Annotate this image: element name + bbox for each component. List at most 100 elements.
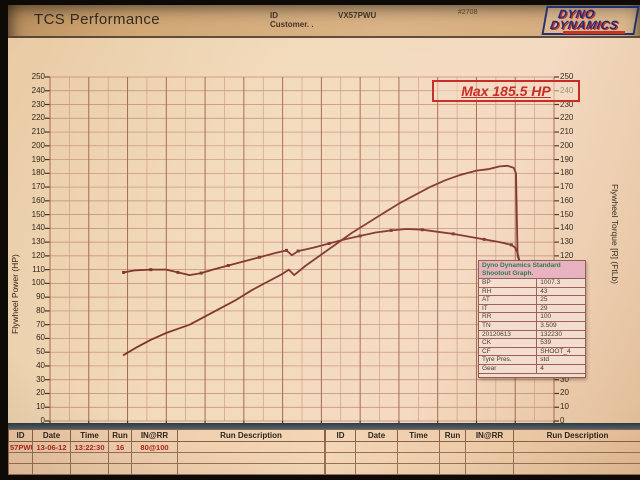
id-value: VX57PWU [338, 11, 377, 20]
info-value: 3.509 [540, 321, 557, 329]
graph-sheet: 0 10 20 30 40 50 60 70 80 90 100 110 120 130 140 150 160… [8, 38, 640, 448]
sheet-number: #2708 [458, 9, 478, 16]
info-value: 132230 [540, 330, 562, 338]
info-row: RR 100 [479, 313, 585, 322]
run-table-right: ID Date Time Run IN@RR Run Description [325, 429, 640, 475]
table-cell [465, 441, 514, 453]
y-axis-tick-label: 150 [31, 209, 45, 219]
y-axis-tick-label: 20 [560, 388, 569, 398]
y-axis-tick-label: 10 [560, 402, 569, 412]
info-box-title-line2: Shootout Graph. [482, 269, 534, 277]
info-value: 1007.3 [540, 279, 561, 286]
y-axis-tick-label: 0 [560, 416, 565, 425]
right-axis-title: Flywheel Torque [R] (FtLb) [610, 184, 620, 284]
info-key: Gear [479, 364, 538, 373]
customer-label: Customer. . [270, 20, 314, 29]
table-cell [70, 463, 109, 475]
info-box-title-line1: Dyno Dynamics Standard [482, 262, 561, 269]
torque-marker [389, 228, 393, 232]
y-axis-tick-label: 160 [31, 195, 45, 205]
y-axis-tick-label: 220 [560, 113, 574, 123]
torque-marker [358, 234, 362, 238]
torque-marker [122, 270, 126, 274]
y-axis-tick-label: 250 [560, 72, 574, 81]
table-cell: 57PWU [8, 441, 33, 453]
table-cell: 80@100 [131, 441, 178, 453]
table-cell [439, 452, 466, 464]
table-cell [32, 452, 71, 464]
y-axis-tick-label: 30 [36, 374, 45, 384]
info-row: CK 539 [479, 339, 585, 348]
y-axis-tick-label: 120 [31, 250, 45, 260]
table-header-row: ID Date Time Run IN@RR Run Description [325, 429, 640, 442]
left-axis-title: Flywheel Power (HP) [10, 254, 20, 334]
info-value: 100 [540, 313, 552, 321]
table-cell [465, 463, 514, 475]
dyno-printout: TCS Performance ID VX57PWU Customer. . #… [8, 5, 640, 475]
table-row [8, 452, 325, 464]
info-box: Dyno Dynamics Standard Shootout Graph. B… [478, 260, 586, 378]
y-axis-tick-label: 90 [36, 292, 45, 302]
info-key: RR [479, 313, 538, 321]
info-box-title: Dyno Dynamics Standard Shootout Graph. [479, 261, 585, 279]
table-cell [355, 452, 398, 464]
info-row: IT 29 [479, 304, 585, 314]
info-value: 539 [540, 339, 552, 347]
y-axis-tick-label: 200 [31, 140, 45, 150]
info-row: CF SHOOT_4 [479, 347, 585, 357]
id-label: ID [270, 11, 278, 20]
info-row: BP 1007.3 [479, 279, 585, 288]
column-header: IN@RR [131, 429, 178, 442]
y-axis-tick-label: 230 [560, 99, 574, 109]
table-cell [70, 452, 109, 464]
y-axis-tick-label: 200 [560, 140, 574, 150]
torque-marker [226, 264, 230, 268]
table-cell [397, 452, 440, 464]
info-key: CF [479, 347, 538, 356]
table-cell: 13:22:30 [70, 441, 109, 453]
y-axis-tick-label: 100 [31, 278, 45, 288]
plot-svg [45, 76, 559, 426]
y-axis-tick-label: 150 [560, 209, 574, 219]
table-cell: 13-06-12 [32, 441, 71, 453]
column-header: Date [32, 429, 71, 442]
column-header: ID [325, 429, 356, 442]
table-cell [439, 441, 466, 453]
table-cell [513, 441, 640, 453]
table-header-row: ID Date Time Run IN@RR Run Description [8, 429, 325, 442]
table-cell [465, 452, 514, 464]
y-axis-tick-label: 110 [32, 264, 45, 274]
dyno-dynamics-logo: DYNO DYNAMICS [541, 6, 640, 35]
info-key: 20120613 [479, 330, 538, 339]
column-header: Time [70, 429, 109, 442]
max-power-annotation: Max 185.5 HP [432, 80, 580, 102]
info-row: 20120613 132230 [479, 330, 585, 340]
y-axis-tick-label: 40 [36, 360, 45, 370]
table-cell [32, 463, 71, 475]
column-header: ID [8, 429, 33, 442]
y-axis-tick-label: 130 [560, 237, 574, 247]
table-row [325, 441, 640, 453]
table-cell: 16 [108, 441, 132, 453]
torque-marker [327, 241, 331, 245]
table-cell [325, 463, 356, 475]
table-row [325, 452, 640, 464]
table-cell [325, 441, 356, 453]
torque-marker [420, 228, 424, 232]
torque-marker [296, 249, 300, 253]
plot-area [45, 76, 559, 426]
table-cell [108, 463, 132, 475]
y-axis-tick-label: 210 [31, 127, 45, 137]
table-cell [397, 463, 440, 475]
y-axis-tick-label: 180 [560, 168, 574, 178]
info-row: AT 25 [479, 296, 585, 305]
info-key: IT [479, 304, 538, 313]
max-power-text: Max 185.5 HP [461, 83, 551, 99]
table-cell [8, 463, 33, 475]
info-key: TN [479, 321, 538, 330]
column-header: Run Description [177, 429, 325, 442]
torque-curve [122, 228, 524, 276]
table-cell [177, 463, 325, 475]
y-axis-tick-label: 230 [31, 99, 45, 109]
